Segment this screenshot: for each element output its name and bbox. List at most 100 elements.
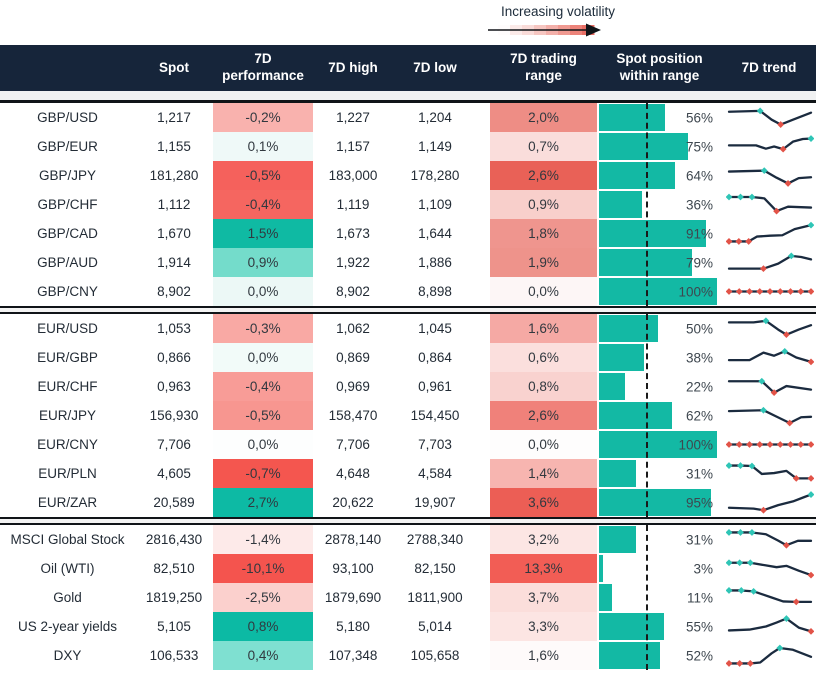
low-value: 4,584 bbox=[418, 466, 452, 481]
high-point-marker bbox=[787, 252, 795, 260]
header-spot-position[interactable]: Spot position within range bbox=[597, 45, 722, 91]
trend-sparkline bbox=[727, 107, 813, 128]
trend-cell bbox=[722, 219, 816, 248]
position-bar bbox=[599, 431, 717, 458]
trading-range-cell: 1,4% bbox=[490, 459, 597, 488]
spot-position-cell: 3% bbox=[597, 554, 722, 583]
trading-range-cell: 2,6% bbox=[490, 401, 597, 430]
table-row[interactable]: GBP/CNY 8,902 0,0% 8,902 8,898 0,0% 100% bbox=[0, 277, 816, 306]
asset-label: EUR/GBP bbox=[37, 350, 98, 365]
trend-cell bbox=[722, 277, 816, 306]
table-row[interactable]: EUR/USD 1,053 -0,3% 1,062 1,045 1,6% 50% bbox=[0, 314, 816, 343]
table-row[interactable]: EUR/JPY 156,930 -0,5% 158,470 154,450 2,… bbox=[0, 401, 816, 430]
high-point-marker bbox=[737, 193, 744, 201]
table-row[interactable]: EUR/CNY 7,706 0,0% 7,706 7,703 0,0% 100% bbox=[0, 430, 816, 459]
high-value: 2878,140 bbox=[324, 532, 382, 547]
table-row[interactable]: GBP/EUR 1,155 0,1% 1,157 1,149 0,7% 75% bbox=[0, 132, 816, 161]
position-percentage: 100% bbox=[678, 284, 713, 299]
low-value: 1,204 bbox=[418, 110, 452, 125]
header-7d-performance[interactable]: 7D performance bbox=[213, 45, 313, 91]
asset-label: GBP/EUR bbox=[37, 139, 98, 154]
spot-value: 106,533 bbox=[149, 648, 199, 663]
trend-sparkline bbox=[727, 167, 813, 187]
low-point-marker bbox=[726, 288, 733, 295]
table-row[interactable]: DXY 106,533 0,4% 107,348 105,658 1,6% 52… bbox=[0, 641, 816, 670]
position-percentage: 79% bbox=[685, 255, 713, 270]
spot-position-cell: 22% bbox=[597, 372, 722, 401]
spot-position-cell: 64% bbox=[597, 161, 722, 190]
performance-cell: 0,4% bbox=[213, 641, 313, 670]
spot-position-cell: 62% bbox=[597, 401, 722, 430]
low-value: 1,886 bbox=[418, 255, 452, 270]
table-row[interactable]: MSCI Global Stock 2816,430 -1,4% 2878,14… bbox=[0, 525, 816, 554]
header-7d-high[interactable]: 7D high bbox=[313, 45, 393, 91]
header-spot[interactable]: Spot bbox=[135, 45, 213, 91]
table-row[interactable]: EUR/CHF 0,963 -0,4% 0,969 0,961 0,8% 22% bbox=[0, 372, 816, 401]
position-percentage: 64% bbox=[685, 168, 713, 183]
low-point-marker bbox=[766, 441, 774, 448]
volatility-legend-label: Increasing volatility bbox=[501, 4, 616, 19]
header-7d-trend[interactable]: 7D trend bbox=[722, 45, 816, 91]
position-track: 38% bbox=[599, 344, 720, 371]
trend-cell bbox=[722, 459, 816, 488]
position-percentage: 3% bbox=[693, 561, 713, 576]
low-value: 1811,900 bbox=[407, 590, 463, 605]
position-percentage: 31% bbox=[685, 466, 713, 481]
position-track: 100% bbox=[599, 431, 720, 458]
table-row[interactable]: GBP/USD 1,217 -0,2% 1,227 1,204 2,0% 56% bbox=[0, 103, 816, 132]
position-percentage: 56% bbox=[685, 110, 713, 125]
section-separator bbox=[0, 517, 816, 525]
high-value: 183,000 bbox=[328, 168, 378, 183]
header-7d-trading-range[interactable]: 7D trading range bbox=[490, 45, 597, 91]
trading-range-cell: 3,7% bbox=[490, 583, 597, 612]
table-row[interactable]: Oil (WTI) 82,510 -10,1% 93,100 82,150 13… bbox=[0, 554, 816, 583]
position-bar bbox=[599, 278, 717, 305]
low-value: 1,045 bbox=[418, 321, 452, 336]
table-row[interactable]: GBP/AUD 1,914 0,9% 1,922 1,886 1,9% 79% bbox=[0, 248, 816, 277]
performance-cell: -0,5% bbox=[213, 401, 313, 430]
trend-cell bbox=[722, 372, 816, 401]
high-value: 107,348 bbox=[328, 648, 378, 663]
header-asset[interactable] bbox=[0, 45, 135, 91]
spot-value: 5,105 bbox=[157, 619, 191, 634]
position-bar bbox=[599, 613, 664, 640]
header-7d-low[interactable]: 7D low bbox=[393, 45, 477, 91]
performance-cell: 0,9% bbox=[213, 248, 313, 277]
high-point-marker bbox=[762, 317, 770, 325]
low-point-marker bbox=[756, 288, 764, 295]
low-point-marker bbox=[807, 358, 814, 366]
performance-cell: 0,0% bbox=[213, 343, 313, 372]
position-track: 79% bbox=[599, 249, 720, 276]
spacer-cell bbox=[477, 583, 490, 612]
position-percentage: 36% bbox=[685, 197, 713, 212]
low-point-marker bbox=[770, 389, 778, 397]
high-point-marker bbox=[737, 587, 745, 594]
performance-cell: -0,7% bbox=[213, 459, 313, 488]
asset-label: Oil (WTI) bbox=[40, 561, 95, 576]
table-row[interactable]: GBP/CHF 1,112 -0,4% 1,119 1,109 0,9% 36% bbox=[0, 190, 816, 219]
table-row[interactable]: Gold 1819,250 -2,5% 1879,690 1811,900 3,… bbox=[0, 583, 816, 612]
low-point-marker bbox=[735, 288, 743, 295]
table-row[interactable]: US 2-year yields 5,105 0,8% 5,180 5,014 … bbox=[0, 612, 816, 641]
table-row[interactable]: EUR/GBP 0,866 0,0% 0,869 0,864 0,6% 38% bbox=[0, 343, 816, 372]
low-point-marker bbox=[792, 474, 800, 482]
table-row[interactable]: EUR/PLN 4,605 -0,7% 4,648 4,584 1,4% 31% bbox=[0, 459, 816, 488]
table-row[interactable]: GBP/CAD 1,670 1,5% 1,673 1,644 1,8% 91% bbox=[0, 219, 816, 248]
spacer-cell bbox=[477, 132, 490, 161]
trend-cell bbox=[722, 248, 816, 277]
position-bar bbox=[599, 249, 693, 276]
high-value: 4,648 bbox=[336, 466, 370, 481]
table-row[interactable]: EUR/ZAR 20,589 2,7% 20,622 19,907 3,6% 9… bbox=[0, 488, 816, 517]
spacer-cell bbox=[477, 488, 490, 517]
position-track: 56% bbox=[599, 104, 720, 131]
trend-sparkline bbox=[726, 288, 814, 295]
asset-label: GBP/CNY bbox=[37, 284, 98, 299]
low-point-marker bbox=[776, 441, 784, 448]
trend-cell bbox=[722, 430, 816, 459]
trend-sparkline bbox=[726, 559, 814, 579]
trend-sparkline bbox=[726, 462, 814, 482]
asset-label: EUR/CNY bbox=[37, 437, 98, 452]
low-point-marker bbox=[760, 506, 767, 514]
high-value: 1879,690 bbox=[324, 590, 382, 605]
table-row[interactable]: GBP/JPY 181,280 -0,5% 183,000 178,280 2,… bbox=[0, 161, 816, 190]
